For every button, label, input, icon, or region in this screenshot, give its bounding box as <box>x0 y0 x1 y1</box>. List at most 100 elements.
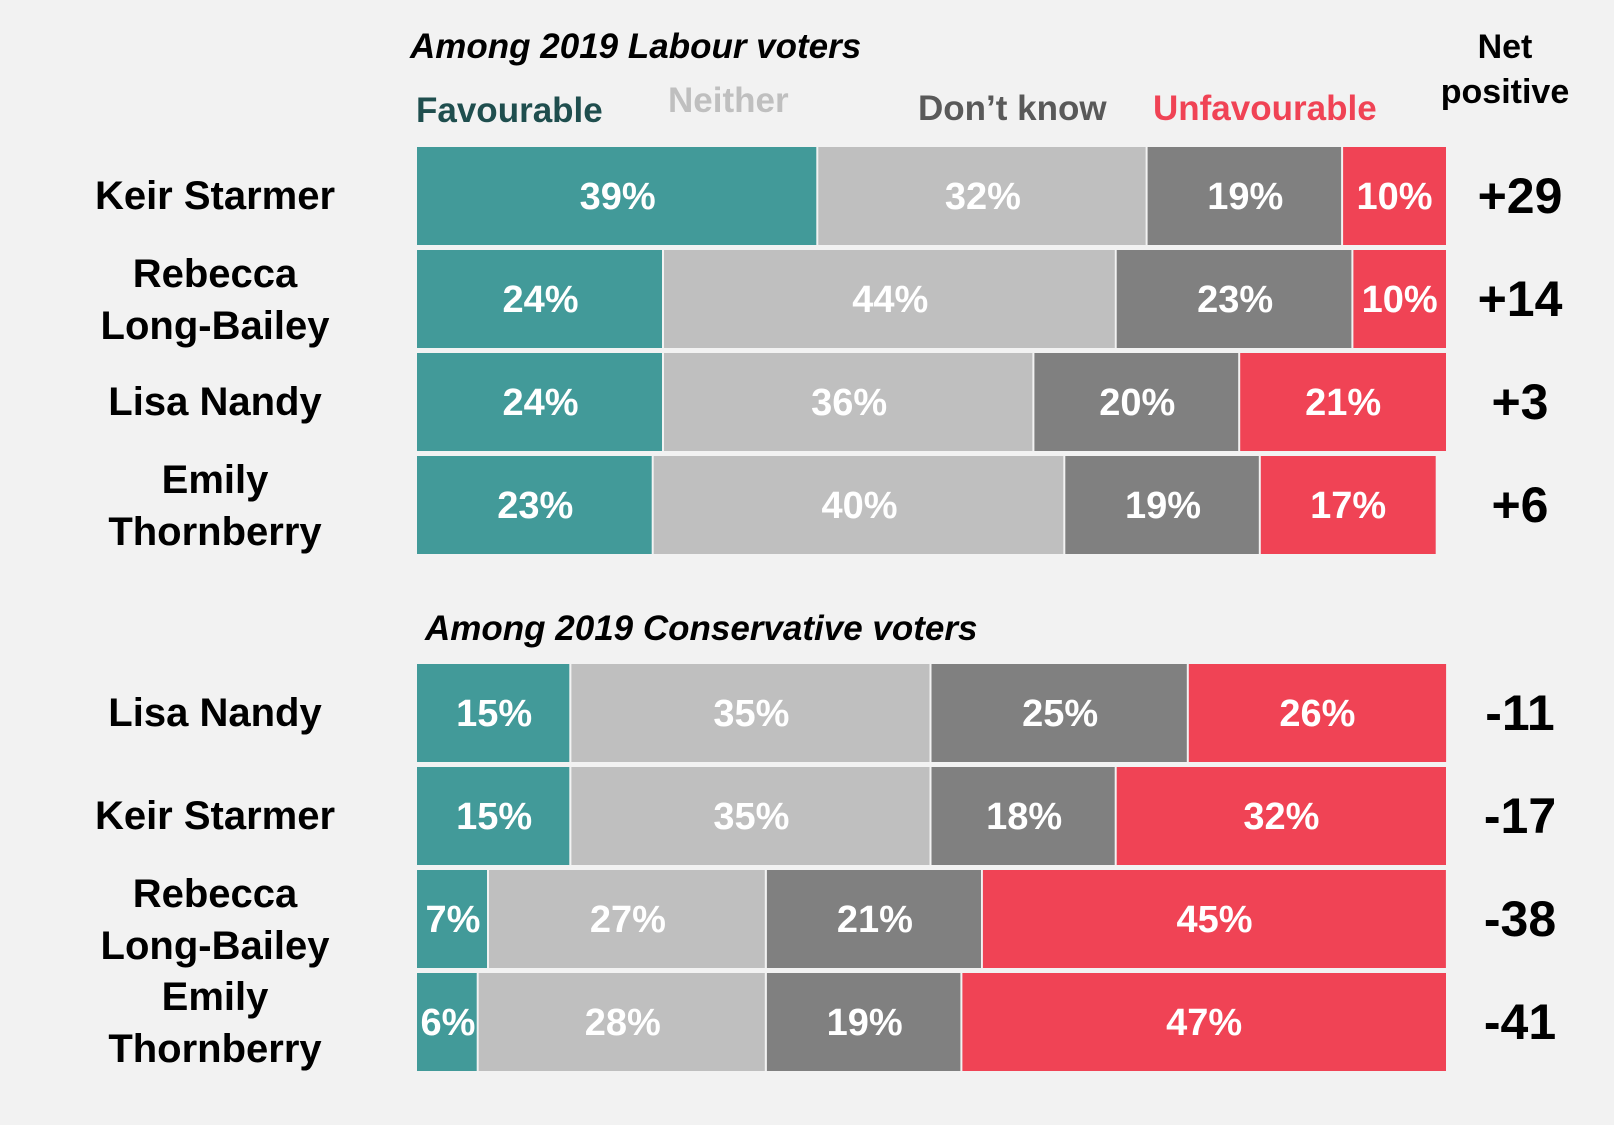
candidate-name-line: Long-Bailey <box>101 304 331 348</box>
net-positive-value: +29 <box>1478 168 1563 224</box>
bar-segment-favourable <box>417 250 662 348</box>
candidate-name: Rebecca Long-Bailey <box>101 872 331 968</box>
bar-label-neither: 28% <box>585 1002 661 1044</box>
bar-label-dont-know: 20% <box>1099 382 1175 424</box>
bar-label-favourable: 15% <box>456 796 532 838</box>
bar-segment-favourable <box>417 456 652 554</box>
panel-1: 15% 35% 25% 26% Lisa Nandy -11 15% 35% 18% 32% Kei… <box>95 664 1556 1071</box>
legend-unfavourable: Unfavourable <box>1153 89 1377 128</box>
bar-label-unfavourable: 26% <box>1279 693 1355 735</box>
candidate-name-line: Long-Bailey <box>101 924 331 968</box>
candidate-name: Emily Thornberry <box>108 975 322 1071</box>
bar-segment-unfavourable <box>1353 250 1446 348</box>
bar-label-neither: 35% <box>713 693 789 735</box>
bar-label-favourable: 39% <box>580 176 656 218</box>
net-positive-value: +3 <box>1491 374 1548 430</box>
panel-0: 39% 32% 19% 10% Keir Starmer +29 24% 44% 23% 10% R… <box>95 147 1563 554</box>
bar-label-dont-know: 25% <box>1022 693 1098 735</box>
bar-label-unfavourable: 17% <box>1310 485 1386 527</box>
bar-segment-neither <box>571 664 930 762</box>
net-positive-value: -17 <box>1484 788 1556 844</box>
bar-label-unfavourable: 32% <box>1243 796 1319 838</box>
candidate-name-line: Rebecca <box>133 872 298 916</box>
bar-segment-unfavourable <box>1188 664 1447 762</box>
bar-segment-favourable <box>417 973 477 1071</box>
bar-segment-neither <box>571 767 930 865</box>
bar-segment-neither <box>664 250 1115 348</box>
candidate-name: Keir Starmer <box>95 174 335 218</box>
net-positive-header-line2: positive <box>1441 73 1569 111</box>
candidate-name: Keir Starmer <box>95 794 335 838</box>
candidate-name-line: Rebecca <box>133 252 298 296</box>
bar-segment-neither <box>818 147 1146 245</box>
bar-segment-unfavourable <box>982 870 1446 968</box>
bar-segment-unfavourable <box>1260 456 1436 554</box>
legend-favourable: Favourable <box>416 91 603 130</box>
bar-segment-dont-know <box>766 973 961 1071</box>
bar-label-unfavourable: 21% <box>1305 382 1381 424</box>
bar-label-favourable: 15% <box>456 693 532 735</box>
bar-segment-favourable <box>417 767 570 865</box>
bar-label-dont-know: 23% <box>1197 279 1273 321</box>
bar-segment-unfavourable <box>1116 767 1446 865</box>
bar-segment-dont-know <box>931 664 1187 762</box>
bar-label-neither: 40% <box>821 485 897 527</box>
bar-label-favourable: 24% <box>502 279 578 321</box>
net-positive-value: -11 <box>1485 685 1555 741</box>
bar-segment-neither <box>653 456 1064 554</box>
bar-label-dont-know: 19% <box>1207 176 1283 218</box>
bar-segment-favourable <box>417 664 570 762</box>
bar-label-neither: 36% <box>811 382 887 424</box>
bar-label-dont-know: 18% <box>986 796 1062 838</box>
candidate-name: Rebecca Long-Bailey <box>101 252 331 348</box>
bar-label-unfavourable: 10% <box>1362 279 1438 321</box>
bar-segment-neither <box>478 973 765 1071</box>
bar-segment-favourable <box>417 147 817 245</box>
bar-label-dont-know: 19% <box>1125 485 1201 527</box>
bar-segment-favourable <box>417 870 487 968</box>
candidate-name: Lisa Nandy <box>108 380 322 424</box>
bar-segment-neither <box>664 353 1033 451</box>
bar-label-neither: 32% <box>945 176 1021 218</box>
bar-segment-unfavourable <box>962 973 1446 1071</box>
candidate-name-line: Thornberry <box>108 1027 322 1071</box>
bar-segment-dont-know <box>1034 353 1239 451</box>
panel-title-conservative: Among 2019 Conservative voters <box>424 609 977 648</box>
legend-neither: Neither <box>668 81 789 120</box>
chart-marks: 39% 32% 19% 10% Keir Starmer +29 24% 44% 23% 10% R… <box>95 147 1563 1071</box>
bar-segment-favourable <box>417 353 662 451</box>
bar-label-unfavourable: 10% <box>1356 176 1432 218</box>
bar-label-favourable: 24% <box>502 382 578 424</box>
candidate-name-line: Thornberry <box>108 510 322 554</box>
legend-dont-know: Don’t know <box>918 89 1107 128</box>
candidate-name-line: Emily <box>162 975 269 1019</box>
bar-segment-neither <box>489 870 765 968</box>
bar-segment-unfavourable <box>1240 353 1446 451</box>
bar-label-unfavourable: 45% <box>1176 899 1252 941</box>
bar-label-dont-know: 19% <box>827 1002 903 1044</box>
candidate-name: Lisa Nandy <box>108 691 322 735</box>
net-positive-value: -41 <box>1484 994 1556 1050</box>
bar-label-neither: 35% <box>713 796 789 838</box>
net-positive-value: +6 <box>1491 477 1548 533</box>
bar-label-neither: 27% <box>590 899 666 941</box>
bar-label-favourable: 23% <box>497 485 573 527</box>
net-positive-header-line1: Net <box>1478 28 1533 66</box>
net-positive-value: +14 <box>1478 271 1563 327</box>
bar-segment-unfavourable <box>1343 147 1446 245</box>
bar-segment-dont-know <box>931 767 1115 865</box>
bar-label-favourable: 6% <box>420 1002 475 1044</box>
bar-segment-dont-know <box>766 870 981 968</box>
panel-title-labour: Among 2019 Labour voters <box>409 27 861 66</box>
candidate-name-line: Emily <box>162 458 269 502</box>
bar-segment-dont-know <box>1147 147 1342 245</box>
bar-label-favourable: 7% <box>426 899 481 941</box>
bar-segment-dont-know <box>1116 250 1352 348</box>
bar-label-dont-know: 21% <box>837 899 913 941</box>
candidate-name: Emily Thornberry <box>108 458 322 554</box>
bar-label-neither: 44% <box>852 279 928 321</box>
net-positive-value: -38 <box>1484 891 1556 947</box>
bar-segment-dont-know <box>1065 456 1259 554</box>
